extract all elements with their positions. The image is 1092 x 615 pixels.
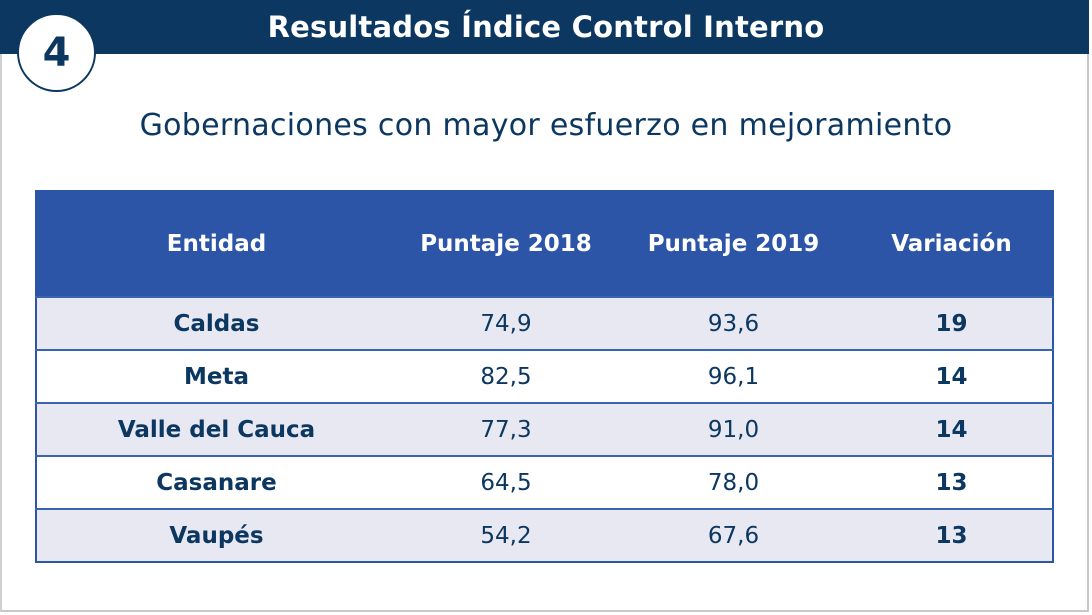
table-row: Vaupés 54,2 67,6 13 [36, 508, 1053, 562]
cell-puntaje-2019: 67,6 [616, 508, 851, 562]
table-row: Caldas 74,9 93,6 19 [36, 296, 1053, 350]
cell-puntaje-2018: 64,5 [396, 455, 616, 509]
header-bar [0, 0, 1089, 54]
cell-puntaje-2019: 96,1 [616, 349, 851, 403]
column-header-variacion: Variación [851, 191, 1053, 297]
cell-puntaje-2018: 77,3 [396, 402, 616, 456]
table-header-row: Entidad Puntaje 2018 Puntaje 2019 Variac… [36, 191, 1053, 297]
cell-puntaje-2019: 91,0 [616, 402, 851, 456]
cell-puntaje-2019: 78,0 [616, 455, 851, 509]
cell-variacion: 19 [851, 296, 1053, 350]
column-header-puntaje-2018: Puntaje 2018 [396, 191, 616, 297]
cell-entidad: Valle del Cauca [36, 402, 396, 456]
subtitle: Gobernaciones con mayor esfuerzo en mejo… [139, 108, 953, 143]
cell-puntaje-2018: 82,5 [396, 349, 616, 403]
section-number-badge: 4 [17, 13, 96, 92]
cell-variacion: 14 [851, 349, 1053, 403]
cell-puntaje-2018: 54,2 [396, 508, 616, 562]
cell-entidad: Meta [36, 349, 396, 403]
table-row: Meta 82,5 96,1 14 [36, 349, 1053, 403]
cell-variacion: 13 [851, 508, 1053, 562]
cell-puntaje-2018: 74,9 [396, 296, 616, 350]
cell-entidad: Vaupés [36, 508, 396, 562]
cell-puntaje-2019: 93,6 [616, 296, 851, 350]
table-row: Casanare 64,5 78,0 13 [36, 455, 1053, 509]
column-header-entidad: Entidad [36, 191, 396, 297]
results-table: Entidad Puntaje 2018 Puntaje 2019 Variac… [35, 190, 1054, 563]
cell-variacion: 13 [851, 455, 1053, 509]
column-header-puntaje-2019: Puntaje 2019 [616, 191, 851, 297]
cell-entidad: Casanare [36, 455, 396, 509]
table-row: Valle del Cauca 77,3 91,0 14 [36, 402, 1053, 456]
page-title: Resultados Índice Control Interno [267, 10, 825, 44]
cell-entidad: Caldas [36, 296, 396, 350]
cell-variacion: 14 [851, 402, 1053, 456]
